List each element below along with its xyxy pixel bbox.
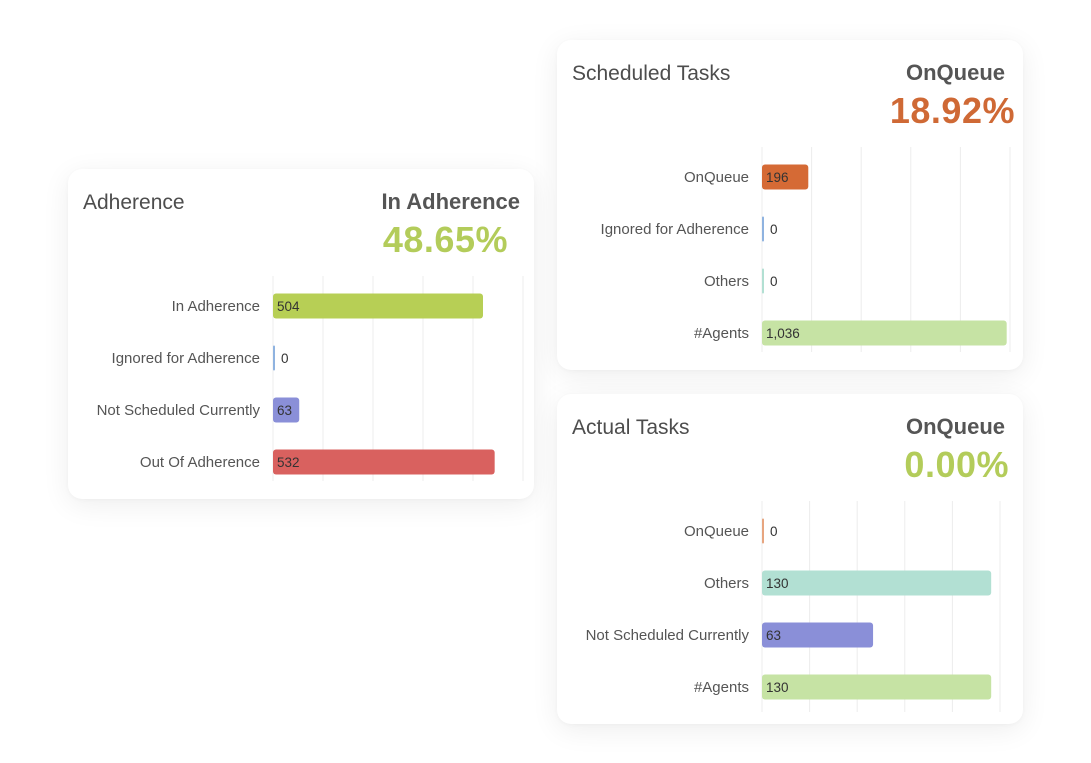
actual-tasks-kpi-label: OnQueue [905,414,1005,439]
adherence-bar[interactable] [273,345,275,371]
actual-value-label: 130 [766,576,789,591]
adherence-bar[interactable] [273,397,300,423]
adherence-chart: In Adherence 504 Ignored for Adherence 0 Not… [97,276,524,481]
scheduled-tasks-title: Scheduled Tasks [572,62,731,85]
scheduled-bar[interactable] [762,268,764,294]
actual-bar[interactable] [762,570,992,596]
adherence-card: Adherence In Adherence 48.65% In Adheren… [68,169,534,499]
scheduled-tasks-kpi-label: OnQueue [905,60,1005,85]
actual-bar[interactable] [762,674,992,700]
scheduled-category-label: OnQueue [684,169,749,186]
actual-category-label: OnQueue [684,523,749,540]
scheduled-tasks-kpi-value: 18.92% [889,90,1015,131]
adherence-bar[interactable] [273,449,495,475]
adherence-category-label: Out Of Adherence [140,454,260,471]
scheduled-bar[interactable] [762,216,764,242]
scheduled-bar[interactable] [762,320,1007,346]
scheduled-value-label: 1,036 [766,326,800,341]
scheduled-bar[interactable] [762,164,809,190]
actual-bar[interactable] [762,518,764,544]
actual-value-label: 0 [770,524,778,539]
adherence-kpi-label: In Adherence [381,189,520,214]
scheduled-value-label: 0 [770,222,778,237]
actual-tasks-kpi-value: 0.00% [904,444,1009,485]
scheduled-tasks-card: Scheduled Tasks OnQueue 18.92% OnQueue 19… [557,40,1023,370]
scheduled-category-label: Others [704,273,749,290]
adherence-kpi-value: 48.65% [382,219,508,260]
scheduled-category-label: Ignored for Adherence [601,221,749,238]
adherence-category-label: Ignored for Adherence [112,350,260,367]
scheduled-value-label: 196 [766,170,789,185]
adherence-category-label: Not Scheduled Currently [97,402,261,419]
actual-category-label: Others [704,575,749,592]
actual-category-label: Not Scheduled Currently [586,627,750,644]
actual-tasks-title: Actual Tasks [572,416,690,439]
adherence-value-label: 0 [281,351,289,366]
adherence-value-label: 63 [277,403,292,418]
adherence-value-label: 504 [277,299,300,314]
scheduled-category-label: #Agents [694,325,749,342]
scheduled-value-label: 0 [770,274,778,289]
actual-value-label: 130 [766,680,789,695]
actual-tasks-card: Actual Tasks OnQueue 0.00% OnQueue 0 Other… [557,394,1023,724]
actual-category-label: #Agents [694,679,749,696]
adherence-title: Adherence [83,191,185,214]
actual-bar[interactable] [762,622,874,648]
scheduled-tasks-chart: OnQueue 196 Ignored for Adherence 0 Others 0 #… [601,147,1011,352]
adherence-value-label: 532 [277,455,300,470]
actual-value-label: 63 [766,628,781,643]
adherence-category-label: In Adherence [172,298,260,315]
adherence-bar[interactable] [273,293,483,319]
actual-tasks-chart: OnQueue 0 Others 130 Not Scheduled Currently… [586,501,1001,712]
